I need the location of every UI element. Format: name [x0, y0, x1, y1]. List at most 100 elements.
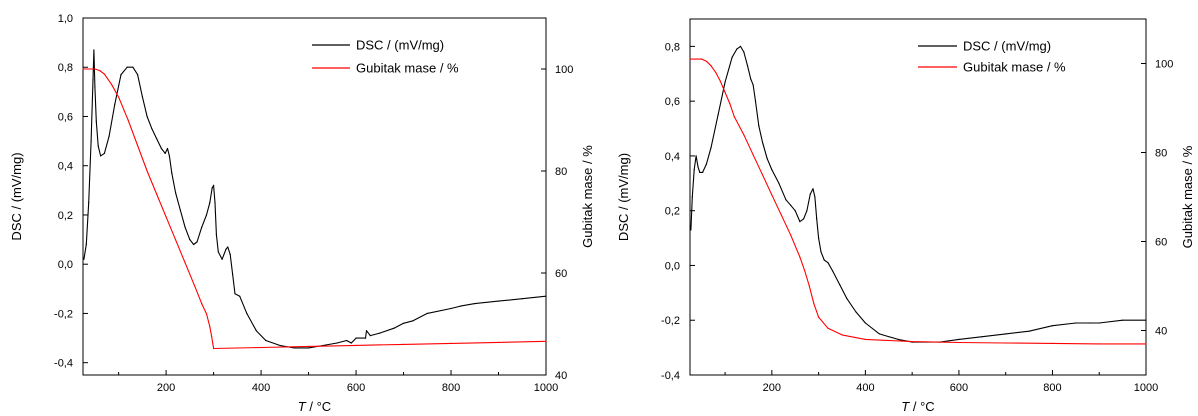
dsc-data-point	[229, 253, 231, 255]
mass-loss-data-point	[209, 326, 211, 328]
dsc-data-point	[958, 338, 960, 340]
mass-loss-data-point	[804, 269, 806, 271]
y-tick-label: 0,2	[58, 210, 73, 222]
mass-loss-data-point	[201, 303, 203, 305]
mass-loss-data-point	[82, 68, 84, 70]
dsc-data-point	[818, 237, 820, 239]
dsc-data-point	[336, 342, 338, 344]
mass-loss-data-point	[1051, 342, 1054, 344]
dsc-data-point	[1145, 319, 1147, 321]
plot-frame	[689, 18, 1147, 376]
y-tick-label: 0,0	[58, 259, 73, 271]
mass-loss-data-point	[94, 68, 96, 70]
dsc-data-point	[1089, 322, 1091, 324]
dsc-data-point	[175, 192, 177, 194]
x-axis-title-symbol: T	[298, 399, 307, 414]
dsc-data-point	[746, 65, 749, 67]
dsc-data-point	[878, 333, 880, 335]
dsc-data-point	[95, 120, 97, 122]
dsc-data-point	[369, 335, 371, 337]
mass-loss-data-point	[733, 116, 735, 118]
dsc-data-point	[265, 339, 267, 342]
legend-mass-loss-label: Gubitak mase / %	[356, 61, 459, 76]
dsc-data-point	[736, 48, 738, 50]
dsc-data-point	[827, 262, 829, 264]
dsc-data-point	[497, 300, 500, 302]
mass-loss-data-point	[1145, 343, 1147, 345]
y2-tick-label: 60	[1155, 237, 1167, 249]
x-axis-title: T / °C	[901, 399, 934, 414]
dsc-data-point	[897, 338, 899, 340]
dsc-data-point	[710, 147, 712, 149]
dsc-data-point	[209, 202, 211, 204]
mass-loss-data-point	[705, 60, 707, 62]
y-tick-label: 0,8	[58, 62, 73, 74]
dsc-data-point	[697, 166, 699, 168]
dsc-data-point	[137, 74, 139, 76]
mass-loss-data-point	[355, 344, 357, 346]
y-axis-title: DSC / (mV/mg)	[616, 153, 631, 241]
mass-loss-series-line	[690, 58, 1146, 345]
mass-loss-data-point	[715, 71, 717, 73]
y-tick-label: -0,2	[661, 315, 680, 327]
dsc-data-point	[126, 66, 128, 68]
dsc-data-point	[179, 209, 181, 211]
dsc-data-point	[201, 226, 203, 228]
dsc-data-point	[1051, 325, 1054, 327]
dsc-data-point	[166, 147, 169, 150]
dsc-data-point	[246, 312, 248, 314]
mass-loss-data-point	[1098, 343, 1100, 345]
dsc-data-point	[120, 74, 122, 76]
mass-loss-data-point	[958, 341, 960, 344]
dsc-data-point	[232, 273, 234, 275]
mass-loss-data-point	[813, 303, 815, 305]
dsc-data-point	[450, 307, 452, 310]
dsc-data-point	[293, 347, 295, 349]
dsc-data-point	[196, 241, 198, 243]
dsc-data-point	[88, 202, 90, 204]
dsc-series-line	[83, 49, 547, 349]
mass-loss-data-point	[205, 313, 208, 315]
mass-loss-data-point	[790, 234, 792, 236]
dsc-data-point	[474, 303, 476, 305]
mass-loss-data-point	[236, 347, 238, 349]
dsc-data-point	[97, 145, 99, 147]
y2-axis-title: Gubitak mase / %	[580, 145, 595, 248]
mass-loss-data-point	[137, 144, 139, 147]
mass-loss-data-point	[103, 73, 105, 75]
y2-tick-label: 80	[1155, 148, 1167, 160]
mass-loss-data-point	[724, 91, 726, 93]
mass-loss-data-point	[127, 119, 129, 121]
mass-loss-data-point	[184, 262, 186, 264]
mass-loss-data-point	[818, 316, 820, 318]
mass-loss-data-point	[118, 96, 120, 98]
dsc-data-point	[693, 169, 695, 171]
dsc-data-point	[1005, 333, 1007, 335]
dsc-data-point	[699, 171, 701, 173]
mass-loss-data-point	[752, 154, 754, 156]
dsc-data-point	[308, 347, 310, 349]
dsc-data-point	[364, 337, 367, 339]
dsc-data-point	[761, 141, 764, 143]
mass-loss-data-point	[156, 193, 158, 195]
legend-dsc-label: DSC / (mV/mg)	[356, 38, 444, 53]
mass-loss-data-point	[450, 342, 452, 344]
dsc-data-point	[92, 79, 94, 81]
dsc-data-point	[731, 56, 733, 58]
mass-loss-data-point	[211, 336, 213, 338]
dsc-data-point	[752, 84, 754, 86]
y-tick-label: 0,4	[58, 161, 73, 173]
dsc-data-point	[981, 336, 983, 338]
y-tick-label: -0,2	[54, 308, 73, 320]
mass-loss-data-point	[497, 341, 500, 343]
y2-tick-label: 100	[555, 64, 573, 76]
x-tick-label: 800	[1043, 382, 1061, 394]
dsc-data-point	[90, 140, 92, 142]
dsc-data-point	[213, 184, 215, 186]
dsc-data-point	[691, 196, 693, 198]
dsc-data-point	[255, 330, 257, 332]
dsc-data-point	[778, 182, 780, 184]
dsc-data-point	[225, 248, 227, 250]
dsc-data-point	[234, 293, 236, 295]
dsc-data-point	[239, 295, 241, 297]
